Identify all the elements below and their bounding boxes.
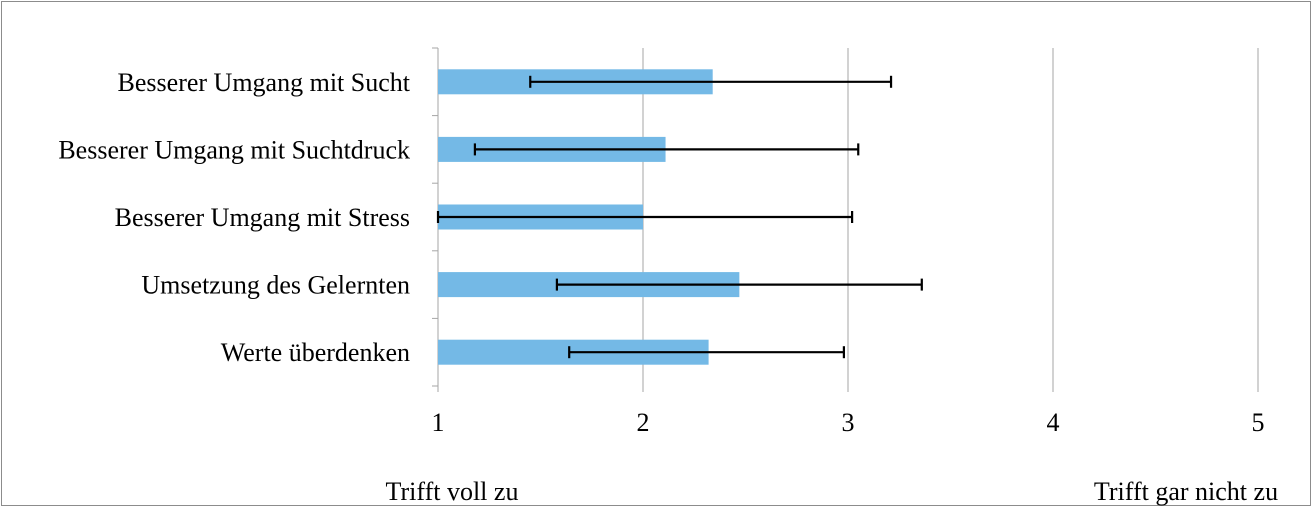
grid-lines [437, 48, 1259, 392]
x-label-right: Trifft gar nicht zu [1094, 477, 1278, 506]
category-label-4: Umsetzung des Gelernten [141, 271, 410, 300]
x-label-left: Trifft voll zu [386, 477, 519, 506]
category-label-1: Besserer Umgang mit Sucht [118, 68, 411, 97]
category-label-2: Besserer Umgang mit Suchtdruck [58, 135, 410, 164]
x-tick-label-2: 2 [637, 408, 650, 437]
x-tick-label-1: 1 [432, 408, 445, 437]
category-label-5: Werte überdenken [221, 338, 410, 367]
x-tick-label-3: 3 [842, 408, 855, 437]
category-label-3: Besserer Umgang mit Stress [115, 203, 410, 232]
x-tick-labels: 1 2 3 4 5 [432, 408, 1265, 437]
x-tick-label-4: 4 [1047, 408, 1060, 437]
category-labels: Besserer Umgang mit Sucht Besserer Umgang… [58, 68, 410, 367]
x-tick-label-5: 5 [1252, 408, 1265, 437]
error-bars [436, 75, 923, 359]
